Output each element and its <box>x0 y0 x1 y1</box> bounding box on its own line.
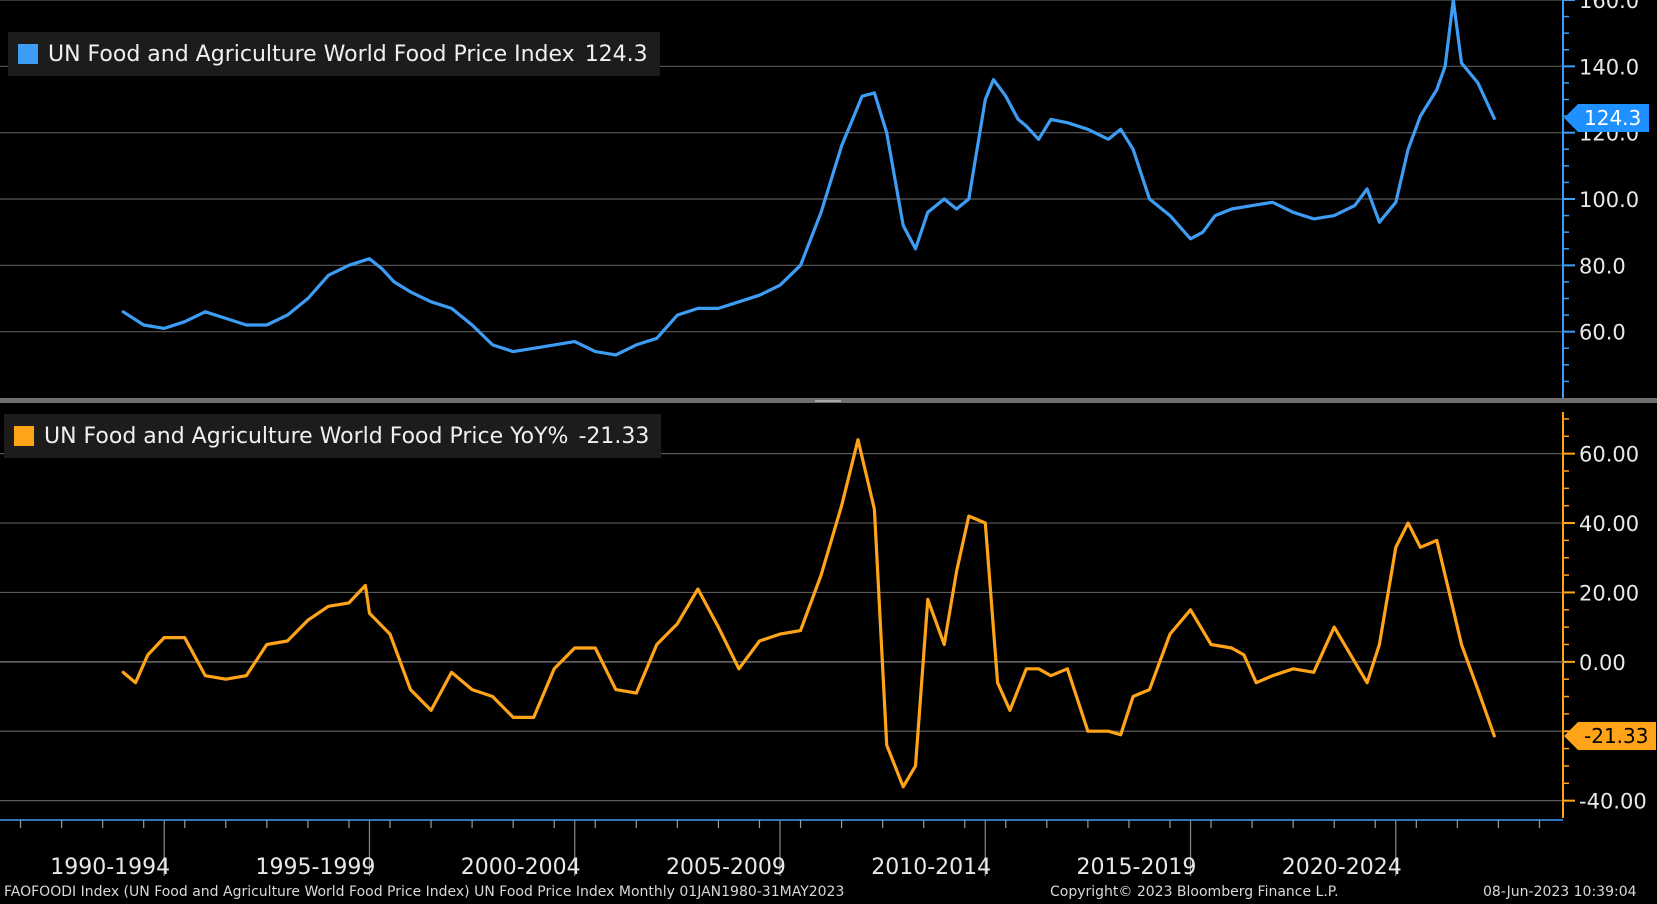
x-tick-label-1: 1995-1999 <box>255 855 375 880</box>
y-tick-label-0-1: 140.0 <box>1579 55 1639 79</box>
x-tick-label-5: 2015-2019 <box>1077 855 1197 880</box>
x-tick-label-6: 2020-2024 <box>1282 855 1402 880</box>
last-value-tag-yoy: -21.33 <box>1563 721 1657 750</box>
x-tick-label-4: 2010-2014 <box>871 855 991 880</box>
y-tick-label-1-3: 0.00 <box>1579 651 1626 675</box>
last-value-tag-index: 124.3 <box>1563 104 1650 133</box>
y-tick-label-1-5: -40.00 <box>1579 790 1647 814</box>
y-tick-label-1-2: 20.00 <box>1579 581 1639 605</box>
panel-divider-grip <box>815 400 841 402</box>
y-tick-label-0-3: 100.0 <box>1579 188 1639 212</box>
x-tick-label-0: 1990-1994 <box>50 855 170 880</box>
series-line-0 <box>121 0 1496 357</box>
y-tick-label-0-0: 160.0 <box>1579 0 1639 13</box>
y-tick-label-0-5: 60.0 <box>1579 321 1626 345</box>
legend-label-yoy: UN Food and Agriculture World Food Price… <box>44 423 569 449</box>
y-tick-label-1-0: 60.00 <box>1579 443 1639 467</box>
y-tick-label-0-4: 80.0 <box>1579 254 1626 278</box>
x-tick-label-3: 2005-2009 <box>666 855 786 880</box>
y-tick-label-1-1: 40.00 <box>1579 512 1639 536</box>
x-tick-label-2: 2000-2004 <box>461 855 581 880</box>
legend-swatch-orange <box>14 426 34 446</box>
series-line-1 <box>121 438 1496 789</box>
legend-top: UN Food and Agriculture World Food Price… <box>8 32 660 76</box>
footer-timestamp: 08-Jun-2023 10:39:04 <box>1483 884 1637 900</box>
legend-bottom: UN Food and Agriculture World Food Price… <box>4 414 662 458</box>
legend-value-index: 124.3 <box>584 41 648 67</box>
legend-value-yoy: -21.33 <box>578 423 650 449</box>
legend-swatch-blue <box>18 44 38 64</box>
legend-label-index: UN Food and Agriculture World Food Price… <box>48 41 575 67</box>
footer-source: FAOFOODI Index (UN Food and Agriculture … <box>4 884 845 900</box>
footer-copyright: Copyright© 2023 Bloomberg Finance L.P. <box>1050 884 1339 900</box>
